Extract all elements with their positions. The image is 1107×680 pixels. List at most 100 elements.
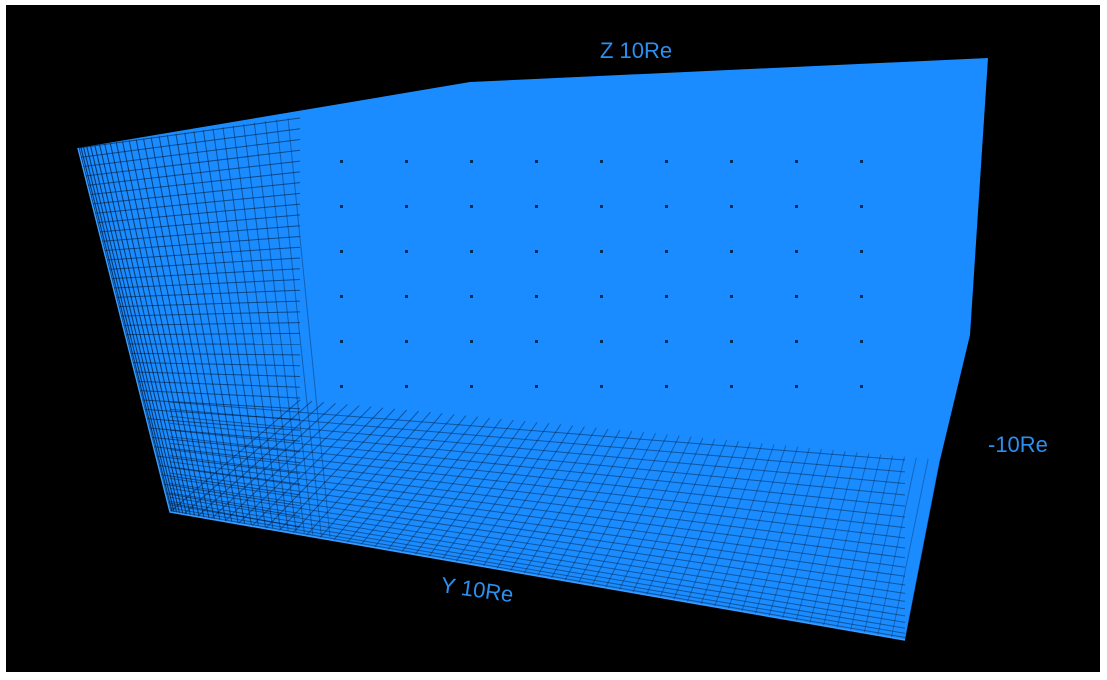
mesh-dot	[470, 205, 473, 208]
mesh-line	[94, 192, 301, 214]
x-axis-label: -10Re	[988, 432, 1048, 457]
mesh-dot	[340, 340, 343, 343]
mesh-line	[83, 147, 175, 513]
mesh-line	[87, 160, 301, 186]
mesh-dot	[665, 340, 668, 343]
mesh-line	[169, 408, 906, 473]
mesh-line	[850, 455, 894, 631]
mesh-dot	[730, 385, 733, 388]
mesh-line	[237, 405, 360, 525]
mesh-line	[890, 458, 929, 638]
box-edge	[77, 147, 906, 641]
mesh-line	[115, 289, 301, 298]
mesh-line	[122, 322, 301, 326]
mesh-line	[166, 135, 239, 523]
mesh-dot	[860, 295, 863, 298]
mesh-dot	[730, 205, 733, 208]
mesh-line	[727, 445, 787, 610]
mesh-line	[659, 439, 728, 598]
mesh-dot	[405, 295, 408, 298]
mesh-line	[169, 500, 906, 623]
mesh-line	[373, 416, 479, 548]
mesh-dot	[535, 340, 538, 343]
mesh-line	[836, 454, 882, 629]
mesh-line	[78, 117, 301, 149]
mesh-line	[109, 143, 196, 516]
mesh-line	[169, 483, 906, 594]
mesh-line	[441, 421, 538, 560]
mesh-line	[125, 332, 301, 336]
mesh-line	[455, 423, 550, 563]
mesh-dot	[340, 295, 343, 298]
mesh-line	[618, 436, 692, 591]
mesh-line	[113, 279, 301, 289]
mesh-dot	[535, 295, 538, 298]
mesh-line	[509, 427, 597, 572]
mesh-line	[645, 438, 716, 596]
mesh-line	[101, 225, 301, 242]
mesh-line	[537, 429, 621, 577]
mesh-line	[686, 442, 751, 603]
mesh-dot	[730, 160, 733, 163]
mesh-line	[136, 380, 301, 388]
mesh-line	[387, 417, 491, 551]
mesh-line	[276, 119, 322, 536]
mesh-line	[155, 455, 301, 474]
mesh-line	[184, 132, 252, 525]
mesh-line	[169, 504, 906, 629]
mesh-line	[822, 453, 870, 626]
mesh-dot	[470, 250, 473, 253]
z-axis-label: Z 10Re	[600, 38, 672, 63]
mesh-line	[305, 410, 419, 537]
mesh-line	[768, 448, 822, 617]
mesh-line	[169, 509, 906, 638]
mesh-line	[577, 433, 656, 584]
mesh-line	[144, 408, 301, 421]
mesh-line	[151, 436, 301, 453]
mesh-line	[673, 440, 739, 600]
mesh-dot	[405, 250, 408, 253]
mesh-line	[782, 449, 834, 619]
mesh-dot	[340, 205, 343, 208]
mesh-line	[139, 390, 301, 399]
mesh-line	[169, 429, 906, 507]
mesh-line	[135, 139, 215, 520]
mesh-line	[264, 121, 314, 535]
mesh-line	[169, 436, 906, 518]
mesh-line	[169, 399, 301, 513]
mesh-line	[86, 146, 178, 514]
mesh-line	[132, 362, 301, 367]
mesh-line	[169, 496, 906, 617]
mesh-dot	[730, 295, 733, 298]
mesh-dot	[665, 295, 668, 298]
mesh-dot	[665, 250, 668, 253]
mesh-line	[169, 507, 906, 634]
mesh-dot	[535, 160, 538, 163]
mesh-line	[741, 446, 799, 612]
mesh-line	[160, 474, 301, 496]
mesh-line	[253, 122, 305, 534]
mesh-line	[143, 138, 221, 520]
mesh-line	[169, 415, 906, 485]
mesh-dot	[860, 385, 863, 388]
mesh-line	[158, 464, 301, 485]
mesh-line	[196, 401, 325, 518]
mesh-line	[162, 483, 301, 507]
mesh-line	[158, 136, 233, 522]
mesh-line	[122, 141, 205, 518]
mesh-dot	[600, 340, 603, 343]
mesh-dot	[665, 385, 668, 388]
mesh-line	[85, 149, 301, 177]
mesh-dot	[405, 385, 408, 388]
mesh-line	[550, 430, 633, 579]
grid-volume	[78, 58, 988, 640]
mesh-dot	[470, 160, 473, 163]
mesh-line	[90, 146, 181, 514]
mesh-dot	[535, 205, 538, 208]
mesh-line	[129, 352, 301, 356]
mesh-line	[99, 144, 187, 515]
mesh-lines	[78, 117, 941, 640]
mesh-dot	[665, 205, 668, 208]
